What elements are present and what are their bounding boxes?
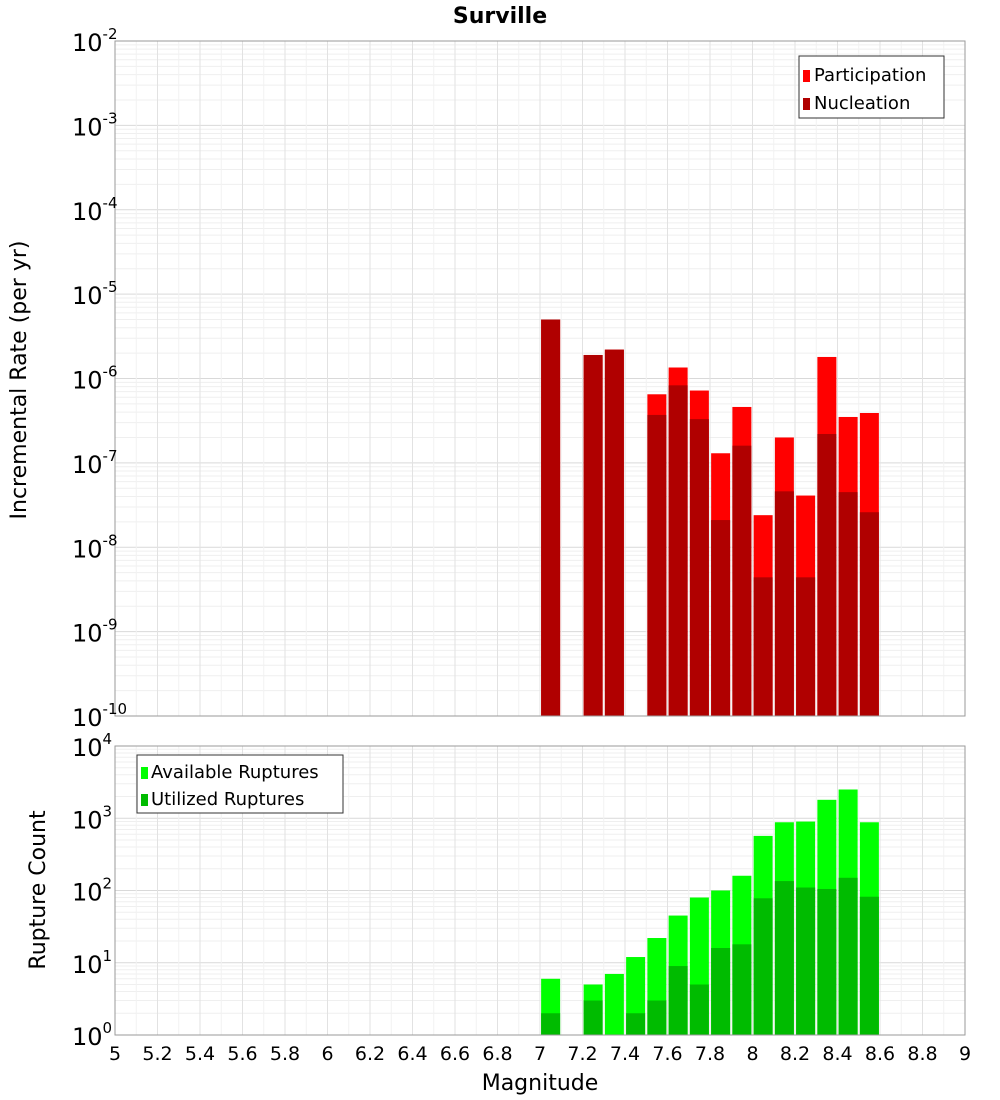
x-tick-label: 7.4 [610,1043,640,1065]
x-tick-label: 7.2 [567,1043,597,1065]
rate-y-tick-label: 10-9 [72,616,118,648]
rate-bar-series2 [796,577,816,716]
x-tick-label: 9 [959,1043,971,1065]
count-bar-series2 [753,898,773,1035]
count-legend-label: Available Ruptures [151,762,319,783]
rate-bar-series2 [647,414,667,716]
x-tick-label: 5.8 [270,1043,300,1065]
x-axis-label: Magnitude [482,1071,599,1096]
x-tick-label: 6.2 [355,1043,385,1065]
rate-plot-border [114,40,966,717]
x-tick-label: 8.4 [822,1043,852,1065]
rate-y-tick-label: 10-7 [72,447,118,479]
count-legend-swatch [141,767,148,779]
rate-y-tick-label: 10-2 [72,25,118,57]
rate-legend-label: Nucleation [814,93,910,114]
count-bar-series2 [732,944,752,1035]
count-bar-series2 [668,966,688,1035]
rate-bar-series2 [774,491,794,716]
count-bar-series2 [774,881,794,1035]
rate-legend-swatch [803,98,810,110]
rate-y-tick-label: 10-3 [72,109,118,141]
x-tick-label: 7.6 [652,1043,682,1065]
x-tick-label: 6.4 [397,1043,427,1065]
x-tick-label: 8 [746,1043,758,1065]
x-tick-label: 6 [321,1043,333,1065]
count-bar-series1 [604,973,624,1035]
rate-legend-label: Participation [814,65,926,86]
count-y-tick-label: 102 [72,875,112,907]
count-bar-series2 [838,877,858,1035]
rate-legend-box [798,55,945,119]
count-plot-border [114,745,966,1036]
rate-bar-series2 [604,349,624,716]
rate-bar-series2 [838,492,858,716]
count-bar-series2 [689,984,709,1035]
rate-y-tick-label: 10-4 [72,194,118,226]
x-tick-label: 5.4 [185,1043,215,1065]
count-bar-series2 [647,1000,667,1035]
rate-bar-series2 [711,520,731,716]
count-bar-series2 [796,887,816,1035]
x-tick-label: 8.6 [865,1043,895,1065]
rate-bar-series2 [541,319,561,716]
count-y-tick-label: 101 [72,947,112,979]
rate-bar-series2 [583,354,603,716]
count-y-tick-label: 100 [72,1019,112,1051]
count-bar-series2 [541,1013,561,1035]
count-bar-series2 [626,1013,646,1035]
x-tick-label: 8.2 [780,1043,810,1065]
x-tick-label: 5.2 [142,1043,172,1065]
rate-bar-series2 [732,445,752,716]
count-bar-series2 [583,1000,603,1035]
x-tick-label: 7 [534,1043,546,1065]
count-bar-series2 [817,888,837,1035]
x-tick-label: 8.8 [907,1043,937,1065]
count-legend-swatch [141,794,148,806]
rate-legend-swatch [803,70,810,82]
rate-y-tick-label: 10-5 [72,278,118,310]
rate-y-tick-label: 10-8 [72,531,118,563]
count-bar-series2 [859,896,879,1035]
x-tick-label: 6.8 [482,1043,512,1065]
x-tick-label: 7.8 [695,1043,725,1065]
x-tick-label: 6.6 [440,1043,470,1065]
count-bar-series2 [711,948,731,1035]
count-legend-box [136,754,344,814]
rate-bar-series2 [668,385,688,716]
rate-bar-series2 [753,577,773,716]
top-y-axis-label: Incremental Rate (per yr) [7,241,32,520]
rate-y-tick-label: 10-6 [72,363,118,395]
count-y-tick-label: 104 [72,730,112,762]
bottom-y-axis-label: Rupture Count [26,810,51,970]
count-y-tick-label: 103 [72,802,112,834]
x-tick-label: 5 [109,1043,121,1065]
rate-y-tick-label: 10-10 [72,700,127,732]
x-tick-label: 5.6 [227,1043,257,1065]
rate-bar-series2 [817,433,837,716]
rate-bar-series2 [689,419,709,716]
rate-bar-series2 [859,512,879,716]
chart-title: Surville [453,4,547,29]
count-legend-label: Utilized Ruptures [151,789,304,810]
